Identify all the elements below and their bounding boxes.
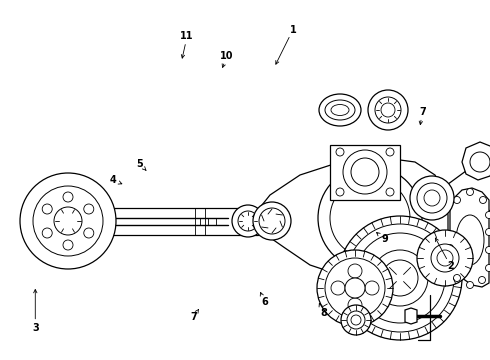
Text: 7: 7 [190, 312, 197, 322]
Circle shape [343, 150, 387, 194]
Circle shape [348, 298, 362, 312]
Circle shape [336, 148, 344, 156]
Circle shape [318, 166, 422, 270]
Circle shape [63, 192, 73, 202]
Circle shape [336, 188, 344, 196]
Circle shape [466, 189, 473, 195]
Circle shape [365, 281, 379, 295]
Circle shape [486, 229, 490, 235]
Text: 8: 8 [320, 308, 327, 318]
Bar [330, 145, 400, 200]
Circle shape [372, 250, 428, 306]
Circle shape [382, 260, 418, 296]
Circle shape [42, 204, 52, 214]
Ellipse shape [456, 215, 484, 265]
Text: 4: 4 [109, 175, 116, 185]
Circle shape [20, 173, 116, 269]
Text: 5: 5 [136, 159, 143, 169]
Text: 6: 6 [261, 297, 268, 307]
Circle shape [368, 90, 408, 130]
Circle shape [386, 148, 394, 156]
Circle shape [259, 208, 285, 234]
Circle shape [375, 97, 401, 123]
Circle shape [351, 315, 361, 325]
Polygon shape [405, 308, 417, 324]
Circle shape [486, 265, 490, 271]
Circle shape [431, 244, 459, 272]
Circle shape [317, 250, 393, 326]
Text: 9: 9 [381, 234, 388, 244]
Ellipse shape [325, 100, 355, 120]
Circle shape [417, 230, 473, 286]
Circle shape [454, 197, 461, 203]
Circle shape [410, 176, 454, 220]
Polygon shape [462, 142, 490, 180]
Circle shape [84, 204, 94, 214]
Circle shape [381, 103, 395, 117]
Circle shape [33, 186, 103, 256]
Circle shape [348, 264, 362, 278]
Circle shape [351, 158, 379, 186]
Circle shape [466, 282, 473, 288]
Circle shape [480, 197, 487, 203]
Circle shape [346, 224, 454, 332]
Circle shape [437, 250, 453, 266]
Circle shape [54, 207, 82, 235]
Circle shape [417, 183, 447, 213]
Text: 3: 3 [32, 323, 39, 333]
Circle shape [330, 178, 410, 258]
Circle shape [341, 305, 371, 335]
Circle shape [454, 274, 461, 282]
Circle shape [486, 247, 490, 253]
Circle shape [424, 190, 440, 206]
Circle shape [338, 216, 462, 340]
Circle shape [446, 244, 454, 252]
Circle shape [253, 202, 291, 240]
Text: 11: 11 [180, 31, 194, 41]
Circle shape [479, 276, 486, 284]
Text: 7: 7 [419, 107, 426, 117]
Text: 10: 10 [220, 51, 234, 61]
Circle shape [486, 211, 490, 219]
Circle shape [347, 311, 365, 329]
Circle shape [345, 278, 365, 298]
Ellipse shape [331, 104, 349, 116]
Circle shape [325, 258, 385, 318]
Polygon shape [450, 188, 489, 287]
Circle shape [470, 152, 490, 172]
Circle shape [42, 228, 52, 238]
Polygon shape [258, 158, 448, 278]
Circle shape [331, 281, 345, 295]
Text: 1: 1 [290, 24, 296, 35]
Circle shape [238, 211, 258, 231]
Text: 2: 2 [447, 261, 454, 271]
Circle shape [386, 188, 394, 196]
Circle shape [355, 233, 445, 323]
Circle shape [232, 205, 264, 237]
Circle shape [63, 240, 73, 250]
Circle shape [84, 228, 94, 238]
Circle shape [446, 261, 454, 269]
Ellipse shape [319, 94, 361, 126]
